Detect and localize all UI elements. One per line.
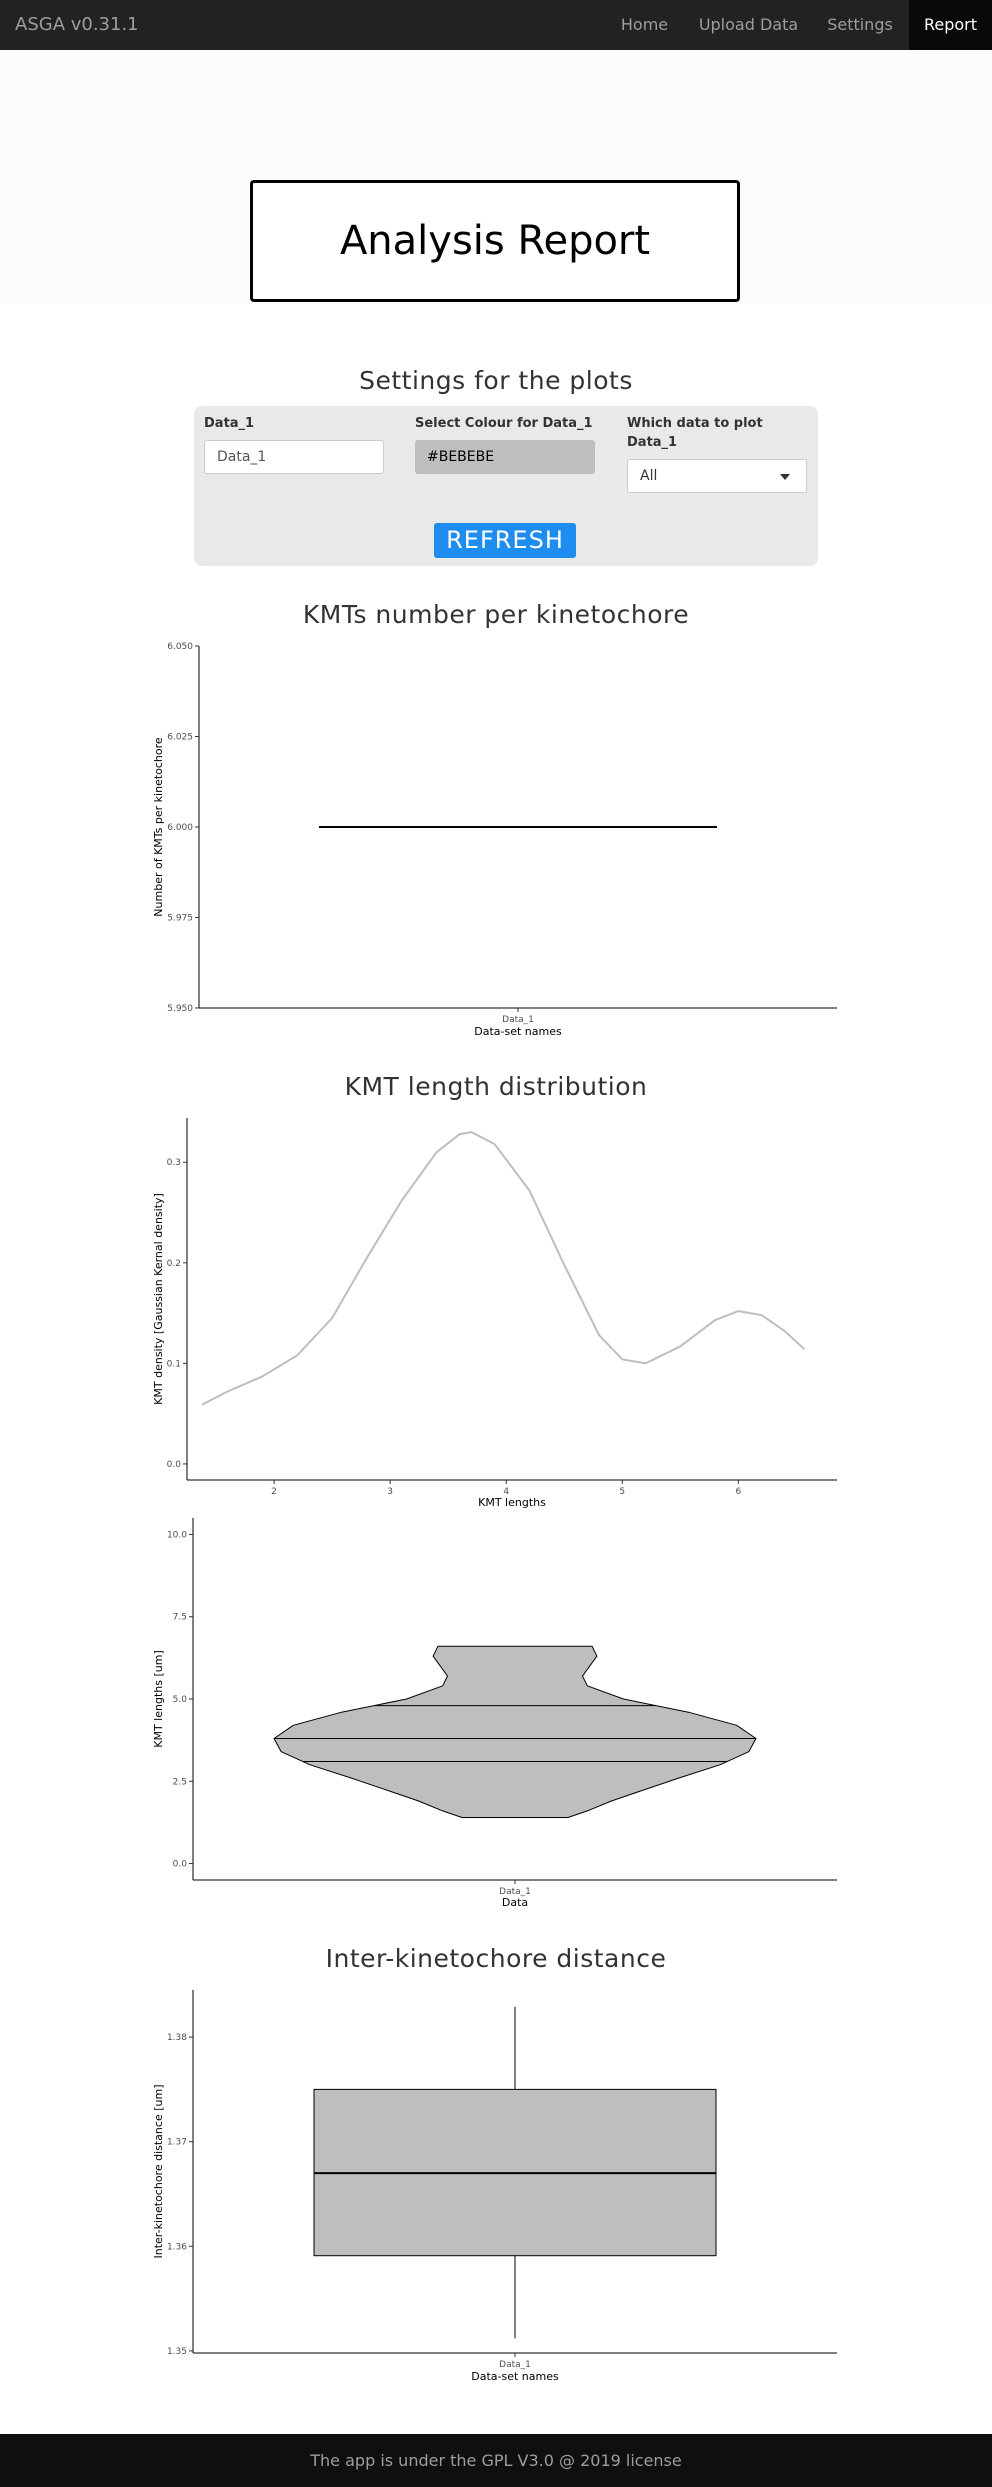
- c2-ylabel: KMT density [Gaussian Kernal density]: [152, 1193, 165, 1405]
- which-data-selected: All: [640, 468, 658, 484]
- inter-kinetochore-title: Inter-kinetochore distance: [325, 1944, 667, 1973]
- c2-xtick-label-1: 3: [387, 1487, 393, 1497]
- nav-settings[interactable]: Settings: [827, 15, 893, 34]
- c3-violin: [273, 1645, 757, 1818]
- chevron-down-icon: [780, 474, 790, 480]
- c2-xtick-label-2: 4: [503, 1487, 509, 1497]
- c2-xlabel: KMT lengths: [478, 1496, 546, 1509]
- c3-ytick-label-0: 0.0: [173, 1860, 188, 1870]
- c3-ytick-label-4: 10.0: [167, 1530, 187, 1540]
- colour-picker-input[interactable]: #BEBEBE: [415, 440, 595, 474]
- c2-ytick-label-2: 0.2: [167, 1259, 181, 1269]
- nav-home[interactable]: Home: [620, 15, 669, 34]
- settings-panel: Data_1 Data_1 Select Colour for Data_1 #…: [194, 406, 818, 566]
- c3-xlabel: Data: [502, 1896, 528, 1909]
- c1-xlabel: Data-set names: [474, 1025, 562, 1038]
- navbar: ASGA v0.31.1 Home Upload Data Settings R…: [0, 0, 992, 50]
- c4-ytick-label-1: 1.36: [167, 2242, 187, 2252]
- c2-xtick-label-0: 2: [271, 1487, 277, 1497]
- c1-ytick-label-4: 6.050: [167, 642, 193, 652]
- c4-ytick-label-0: 1.35: [167, 2347, 187, 2357]
- c4-ylabel: Inter-kinetochore distance [um]: [152, 2085, 165, 2259]
- c3-xtick-label-0: Data_1: [499, 1887, 531, 1897]
- which-data-select[interactable]: All: [627, 459, 807, 493]
- c1-ytick-label-0: 5.950: [167, 1004, 193, 1014]
- c1-ytick-label-1: 5.975: [167, 914, 193, 924]
- which-data-label: Which data to plot: [627, 416, 763, 431]
- c2-ytick-label-3: 0.3: [167, 1158, 181, 1168]
- c2-ytick-label-1: 0.1: [167, 1359, 181, 1369]
- c2-xtick-label-3: 5: [619, 1487, 625, 1497]
- colour-label: Select Colour for Data_1: [415, 416, 593, 431]
- kmt-length-title: KMT length distribution: [344, 1072, 648, 1101]
- dataset-label: Data_1: [204, 416, 255, 431]
- kmt-number-chart: 5.950 5.975 6.000 6.025 6.050 Data_1Data-set …: [152, 642, 837, 1038]
- c1-ylabel: Number of KMTs per kinetochore: [152, 737, 165, 917]
- kmt-length-density-chart: 0.0 0.1 0.2 0.3 2 3 4 5 6 KMT lengths KMT density …: [152, 1118, 837, 1509]
- c2-ytick-label-0: 0.0: [167, 1460, 182, 1470]
- c4-ytick-label-3: 1.38: [167, 2033, 187, 2043]
- c3-ytick-label-2: 5.0: [173, 1695, 188, 1705]
- settings-title: Settings for the plots: [359, 366, 633, 395]
- c4-ytick-label-2: 1.37: [167, 2138, 187, 2148]
- c1-ytick-label-2: 6.000: [167, 823, 193, 833]
- dataset-name-input[interactable]: Data_1: [204, 440, 384, 474]
- c4-xtick-label-0: Data_1: [499, 2360, 531, 2370]
- nav-report[interactable]: Report: [909, 0, 992, 50]
- c3-ytick-label-1: 2.5: [173, 1777, 187, 1787]
- refresh-button[interactable]: REFRESH: [434, 523, 576, 558]
- c3-ytick-label-3: 7.5: [173, 1613, 187, 1623]
- c2-density-line: [201, 1131, 806, 1406]
- c2-xtick-label-4: 6: [735, 1487, 741, 1497]
- which-data-label-dataset: Data_1: [627, 435, 678, 450]
- app-brand[interactable]: ASGA v0.31.1: [15, 14, 139, 35]
- page-title: Analysis Report: [250, 180, 740, 302]
- nav-upload-data[interactable]: Upload Data: [698, 15, 799, 34]
- footer: The app is under the GPL V3.0 @ 2019 lic…: [0, 2434, 992, 2487]
- c1-xtick-label-0: Data_1: [502, 1015, 534, 1025]
- c4-xlabel: Data-set names: [471, 2370, 559, 2383]
- kmt-number-title: KMTs number per kinetochore: [302, 600, 690, 629]
- c1-ytick-label-3: 6.025: [167, 733, 193, 743]
- c3-ylabel: KMT lengths [um]: [152, 1650, 165, 1747]
